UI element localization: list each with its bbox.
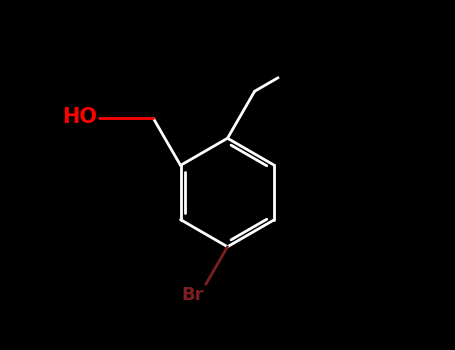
Text: Br: Br — [182, 286, 204, 304]
Text: HO: HO — [62, 107, 97, 127]
